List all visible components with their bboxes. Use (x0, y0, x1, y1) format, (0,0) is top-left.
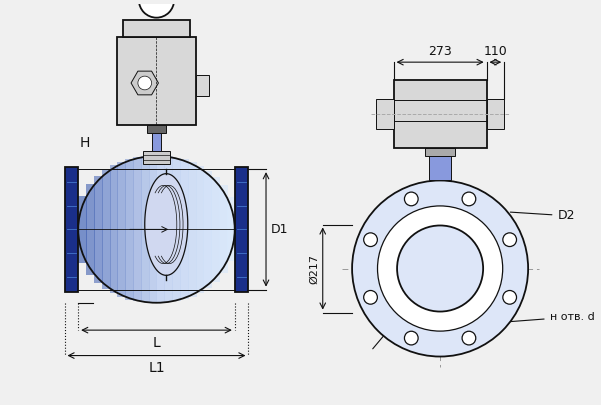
Bar (164, 156, 173, 303)
Bar (123, 19, 190, 37)
Bar (188, 162, 197, 296)
Bar (195, 75, 209, 96)
Circle shape (377, 206, 502, 331)
Bar (180, 160, 189, 299)
Text: H: H (80, 136, 90, 149)
Bar (227, 197, 236, 261)
Circle shape (352, 181, 528, 356)
Text: 110: 110 (483, 45, 507, 58)
Circle shape (364, 233, 377, 247)
Bar (487, 99, 504, 129)
Circle shape (139, 0, 174, 18)
Bar (64, 167, 78, 292)
Text: D2: D2 (510, 209, 575, 222)
Bar (125, 159, 134, 300)
Bar (195, 166, 204, 293)
Bar (117, 37, 195, 125)
Bar (203, 171, 212, 288)
Bar (86, 184, 95, 275)
Text: Ø217: Ø217 (309, 254, 319, 284)
Bar (143, 151, 170, 164)
Bar (219, 185, 228, 273)
Circle shape (503, 290, 516, 304)
Bar (151, 133, 162, 151)
Bar (429, 156, 451, 181)
Bar (211, 177, 220, 282)
Bar (156, 156, 165, 303)
Text: н отв. d: н отв. d (400, 312, 594, 330)
Bar (133, 158, 142, 301)
Circle shape (397, 226, 483, 311)
Circle shape (404, 331, 418, 345)
Text: L1: L1 (148, 361, 165, 375)
Bar (102, 170, 111, 289)
Ellipse shape (78, 156, 235, 303)
Bar (147, 125, 166, 133)
Bar (94, 176, 103, 283)
Circle shape (138, 76, 151, 90)
Circle shape (364, 290, 377, 304)
Text: 273: 273 (429, 45, 452, 58)
Bar (235, 167, 248, 292)
Circle shape (404, 192, 418, 206)
Bar (426, 148, 455, 156)
Circle shape (154, 0, 159, 2)
Circle shape (462, 331, 476, 345)
Bar (141, 156, 150, 303)
Polygon shape (145, 174, 188, 275)
Circle shape (462, 192, 476, 206)
Polygon shape (131, 71, 159, 95)
Bar (394, 80, 487, 148)
Bar (148, 156, 157, 303)
Bar (172, 158, 181, 301)
Bar (376, 99, 394, 129)
Bar (109, 165, 118, 294)
Circle shape (503, 233, 516, 247)
Text: L: L (153, 336, 160, 350)
Text: D1: D1 (271, 223, 288, 236)
Bar (117, 162, 126, 297)
Bar (78, 196, 87, 263)
